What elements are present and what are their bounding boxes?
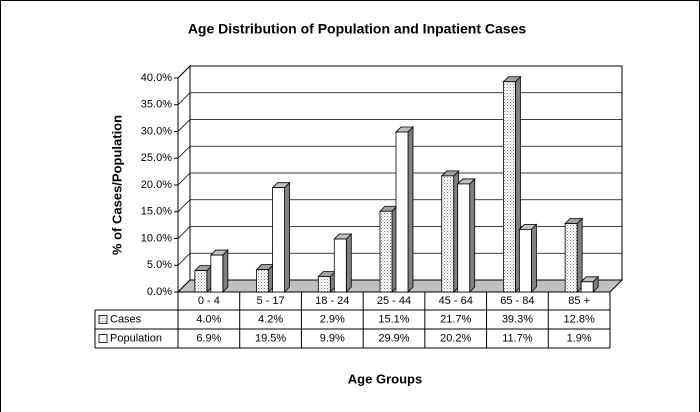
data-label: 12.8% (564, 313, 595, 325)
legend-label: Population (110, 332, 162, 344)
y-tick-label: 25.0% (141, 152, 172, 164)
bar (210, 254, 224, 293)
data-label: 1.9% (567, 332, 592, 344)
data-label: 21.7% (440, 313, 471, 325)
x-axis-title: Age Groups (348, 371, 422, 386)
x-tick-label: 65 - 84 (500, 295, 534, 307)
data-label: 4.0% (196, 313, 221, 325)
grid-line (177, 252, 622, 266)
y-tick-label: 35.0% (141, 99, 172, 111)
bar (564, 223, 578, 293)
grid-line (177, 92, 622, 106)
data-label: 39.3% (502, 313, 533, 325)
bar-side (284, 181, 290, 293)
legend-key (98, 315, 108, 324)
grid-line (177, 199, 622, 213)
bar (503, 81, 516, 293)
data-label: 2.9% (320, 313, 345, 325)
y-tick-label: 5.0% (147, 259, 172, 271)
bar-side (531, 223, 537, 293)
data-label: 6.9% (196, 332, 221, 344)
grid-line (177, 119, 622, 132)
y-tick-label: 30.0% (141, 125, 172, 137)
data-label: 9.9% (320, 332, 345, 344)
x-tick-label: 25 - 44 (377, 295, 411, 307)
bar-side (345, 233, 352, 293)
bar (194, 270, 208, 293)
bar (441, 175, 455, 293)
bar (256, 269, 269, 293)
bar (457, 183, 471, 293)
x-tick-label: 18 - 24 (315, 295, 349, 307)
legend-key (98, 334, 108, 343)
grid-line (177, 145, 622, 159)
y-tick-label: 40.0% (141, 72, 172, 84)
bar-side (222, 249, 229, 293)
y-tick-label: 0.0% (147, 286, 172, 298)
grid-line (177, 65, 622, 79)
x-tick-label: 45 - 64 (439, 295, 473, 307)
x-tick-label: 5 - 17 (257, 295, 285, 307)
bar-side (576, 217, 583, 293)
data-label: 19.5% (255, 332, 286, 344)
data-label: 11.7% (502, 332, 533, 344)
legend-label: Cases (110, 313, 142, 325)
bar (395, 131, 409, 293)
grid-line (177, 226, 622, 239)
y-tick-label: 10.0% (141, 232, 172, 244)
bar (333, 238, 347, 293)
chart-title: Age Distribution of Population and Inpat… (188, 21, 527, 37)
bar (379, 210, 393, 293)
x-tick-label: 85 + (568, 295, 590, 307)
bar-side (407, 126, 414, 293)
bar (317, 276, 331, 293)
y-tick-label: 20.0% (141, 179, 172, 191)
x-tick-label: 0 - 4 (198, 295, 220, 307)
grid-line (177, 172, 622, 186)
y-axis-title: % of Cases/Population (109, 115, 124, 255)
data-label: 4.2% (258, 313, 283, 325)
bar-side (469, 177, 476, 293)
bar (272, 187, 285, 293)
bar (519, 229, 532, 293)
data-label: 20.2% (440, 332, 471, 344)
data-label: 15.1% (378, 313, 409, 325)
bar (580, 281, 594, 293)
y-tick-label: 15.0% (141, 206, 172, 218)
data-label: 29.9% (378, 332, 409, 344)
